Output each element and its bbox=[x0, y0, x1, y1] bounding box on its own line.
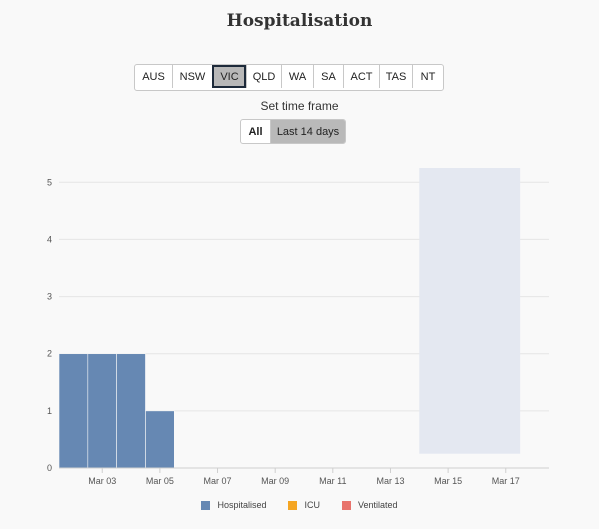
x-tick-label-mar-07: Mar 07 bbox=[204, 476, 232, 486]
y-tick-label-1: 1 bbox=[47, 406, 52, 416]
legend-label-icu: ICU bbox=[304, 500, 320, 510]
legend-swatch-hospitalised bbox=[201, 500, 211, 510]
x-tick-label-mar-09: Mar 09 bbox=[261, 476, 289, 486]
state-selector: AUS NSW VIC QLD WA SA ACT TAS NT bbox=[134, 64, 444, 91]
state-button-vic[interactable]: VIC bbox=[212, 65, 246, 88]
legend-item-icu[interactable]: ICU bbox=[288, 500, 320, 510]
legend-label-ventilated: Ventilated bbox=[357, 500, 398, 510]
x-tick-label-mar-11: Mar 11 bbox=[319, 476, 346, 486]
legend-item-hospitalised[interactable]: Hospitalised bbox=[201, 500, 266, 510]
x-tick-label-mar-05: Mar 05 bbox=[146, 476, 174, 486]
chart-legend: Hospitalised ICU Ventilated bbox=[0, 500, 599, 510]
state-button-act[interactable]: ACT bbox=[343, 65, 379, 88]
timeframe-label: Set time frame bbox=[260, 99, 339, 113]
y-tick-label-2: 2 bbox=[47, 349, 52, 359]
timeframe-14-days-button[interactable]: Last 14 days bbox=[271, 120, 345, 143]
y-tick-label-5: 5 bbox=[47, 177, 52, 187]
state-button-aus[interactable]: AUS bbox=[142, 70, 165, 83]
chart-title: Hospitalisation bbox=[226, 11, 373, 31]
bar-hospitalised-mar-05 bbox=[145, 410, 175, 469]
bar-hospitalised-mar-03 bbox=[87, 353, 117, 469]
legend-item-ventilated[interactable]: Ventilated bbox=[341, 500, 398, 510]
legend-swatch-ventilated bbox=[341, 500, 351, 510]
legend-swatch-icu bbox=[288, 500, 298, 510]
state-button-nt[interactable]: NT bbox=[412, 65, 443, 88]
shaded-range bbox=[419, 168, 521, 454]
y-tick-label-0: 0 bbox=[47, 463, 52, 473]
bar-hospitalised-mar-04 bbox=[116, 353, 146, 469]
state-button-sa[interactable]: SA bbox=[313, 65, 343, 88]
state-button-tas[interactable]: TAS bbox=[379, 65, 412, 88]
hospitalisation-chart: 0 1 2 3 4 5 Mar 03 Mar 05 Mar 07 Mar 09 Mar 11 Mar … bbox=[47, 168, 549, 486]
timeframe-selector: All Last 14 days bbox=[240, 119, 346, 144]
x-tick-label-mar-13: Mar 13 bbox=[376, 476, 404, 486]
state-button-nsw[interactable]: NSW bbox=[172, 65, 212, 88]
legend-label-hospitalised: Hospitalised bbox=[217, 500, 267, 510]
y-tick-label-4: 4 bbox=[47, 234, 52, 244]
state-button-wa[interactable]: WA bbox=[281, 65, 313, 88]
bar-hospitalised-mar-02 bbox=[58, 353, 89, 469]
x-tick-label-mar-17: Mar 17 bbox=[492, 476, 520, 486]
y-tick-label-3: 3 bbox=[47, 292, 52, 302]
timeframe-all-button[interactable]: All bbox=[241, 120, 271, 143]
x-tick-label-mar-15: Mar 15 bbox=[434, 476, 462, 486]
state-button-qld[interactable]: QLD bbox=[246, 65, 281, 88]
x-tick-label-mar-03: Mar 03 bbox=[88, 476, 116, 486]
